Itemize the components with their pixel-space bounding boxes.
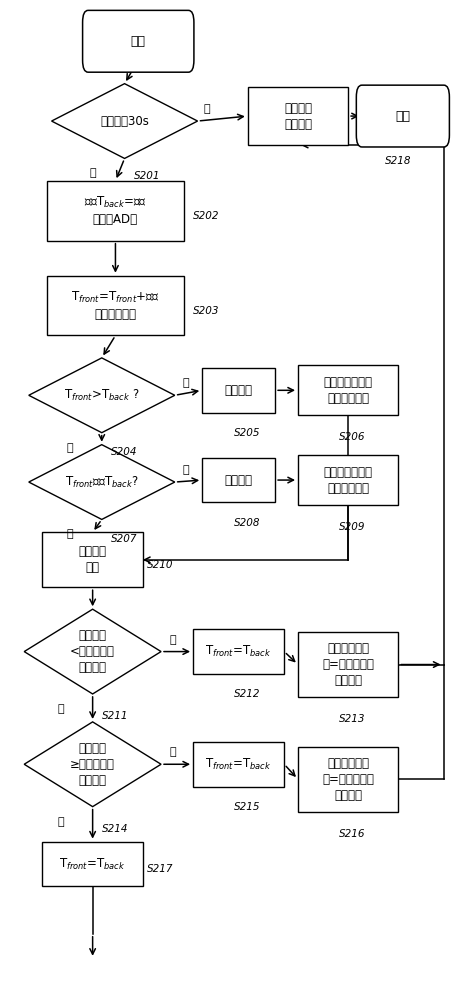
- Text: 否: 否: [67, 443, 73, 453]
- Text: T$_{front}$=T$_{front}$+温度
最小调节步距: T$_{front}$=T$_{front}$+温度 最小调节步距: [71, 290, 160, 321]
- Text: S217: S217: [147, 864, 174, 874]
- Text: 电饭煲加热时间
减少步长时间: 电饭煲加热时间 减少步长时间: [324, 466, 373, 495]
- Polygon shape: [24, 609, 161, 694]
- Text: 电饭煲加热时间
增加步长时间: 电饭煲加热时间 增加步长时间: [324, 376, 373, 405]
- Bar: [298, 455, 398, 505]
- Text: 加热时间
≥设定的最大
加热时间: 加热时间 ≥设定的最大 加热时间: [70, 742, 115, 787]
- Polygon shape: [29, 445, 175, 519]
- Text: S212: S212: [234, 689, 261, 699]
- Bar: [202, 368, 275, 413]
- Bar: [298, 747, 398, 812]
- Text: 否: 否: [57, 704, 64, 714]
- Text: T$_{front}$=T$_{back}$: T$_{front}$=T$_{back}$: [206, 757, 272, 772]
- Text: T$_{front}$等于T$_{back}$?: T$_{front}$等于T$_{back}$?: [65, 475, 139, 490]
- Text: S216: S216: [339, 829, 365, 839]
- Text: 是: 是: [67, 529, 73, 539]
- Text: 加热时间
<设定的最小
加热时间: 加热时间 <设定的最小 加热时间: [70, 629, 115, 674]
- Bar: [193, 742, 284, 787]
- Text: 否: 否: [57, 817, 64, 827]
- Text: 结束: 结束: [395, 110, 410, 123]
- Text: S211: S211: [102, 711, 128, 721]
- Text: 开始: 开始: [131, 35, 146, 48]
- Bar: [202, 458, 275, 502]
- Bar: [248, 87, 348, 145]
- Text: 是: 是: [183, 378, 190, 388]
- Bar: [42, 532, 143, 587]
- Polygon shape: [51, 84, 197, 158]
- Text: S204: S204: [111, 447, 137, 457]
- Text: S218: S218: [385, 156, 411, 166]
- Text: S210: S210: [147, 560, 174, 570]
- Text: S201: S201: [134, 171, 160, 181]
- Text: S203: S203: [193, 306, 219, 316]
- Bar: [298, 632, 398, 697]
- Text: S205: S205: [234, 428, 261, 438]
- Bar: [47, 181, 184, 241]
- Text: 设定T$_{back}$=顶部
感温包AD值: 设定T$_{back}$=顶部 感温包AD值: [84, 195, 147, 226]
- Bar: [298, 365, 398, 415]
- FancyBboxPatch shape: [83, 10, 194, 72]
- Text: 退出功率
调整模块: 退出功率 调整模块: [284, 102, 312, 131]
- Polygon shape: [24, 722, 161, 807]
- Text: T$_{front}$=T$_{back}$: T$_{front}$=T$_{back}$: [60, 856, 126, 872]
- Polygon shape: [29, 358, 175, 433]
- Text: S215: S215: [234, 802, 261, 812]
- Bar: [47, 276, 184, 335]
- Text: S202: S202: [193, 211, 219, 221]
- Text: 是: 是: [169, 747, 176, 757]
- Text: 否: 否: [90, 168, 96, 178]
- Text: 是: 是: [203, 104, 210, 114]
- FancyBboxPatch shape: [356, 85, 449, 147]
- Text: 电饭煲加热时
间=设定的最大
加热时间: 电饭煲加热时 间=设定的最大 加热时间: [322, 757, 374, 802]
- Text: 否: 否: [183, 465, 190, 475]
- Bar: [42, 842, 143, 886]
- Text: 电饭煲加热时
间=设定的最小
加热时间: 电饭煲加热时 间=设定的最小 加热时间: [322, 642, 374, 687]
- Text: S207: S207: [111, 534, 137, 544]
- Text: S213: S213: [339, 714, 365, 724]
- Bar: [193, 629, 284, 674]
- Text: S206: S206: [339, 432, 365, 442]
- Text: 是: 是: [169, 635, 176, 645]
- Text: 功率参数
调节: 功率参数 调节: [78, 545, 106, 574]
- Text: 时间小于30s: 时间小于30s: [100, 115, 149, 128]
- Text: T$_{front}$=T$_{back}$: T$_{front}$=T$_{back}$: [206, 644, 272, 659]
- Text: S214: S214: [102, 824, 128, 834]
- Text: 功率增加: 功率增加: [224, 384, 252, 397]
- Text: T$_{front}$>T$_{back}$ ?: T$_{front}$>T$_{back}$ ?: [64, 388, 140, 403]
- Text: S208: S208: [234, 518, 261, 528]
- Text: 功率减少: 功率减少: [224, 474, 252, 487]
- Text: S209: S209: [339, 522, 365, 532]
